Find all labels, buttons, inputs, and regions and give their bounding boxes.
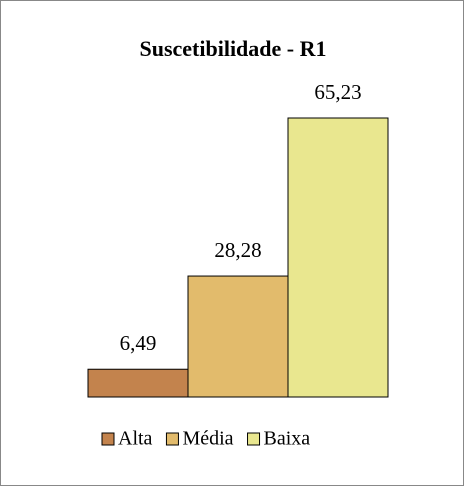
legend-swatch: [165, 432, 179, 446]
chart-title: Suscetibilidade - R1: [139, 36, 326, 61]
bar: [187, 275, 289, 398]
data-label: 6,49: [120, 331, 157, 355]
legend-swatch: [247, 432, 261, 446]
bar: [87, 368, 189, 398]
legend-label: Média: [182, 428, 233, 450]
bar: [287, 117, 389, 398]
data-label: 65,23: [314, 80, 361, 104]
legend-label: Alta: [118, 428, 153, 450]
data-label: 28,28: [214, 238, 261, 262]
legend-label: Baixa: [264, 428, 311, 450]
legend-swatch: [101, 432, 115, 446]
